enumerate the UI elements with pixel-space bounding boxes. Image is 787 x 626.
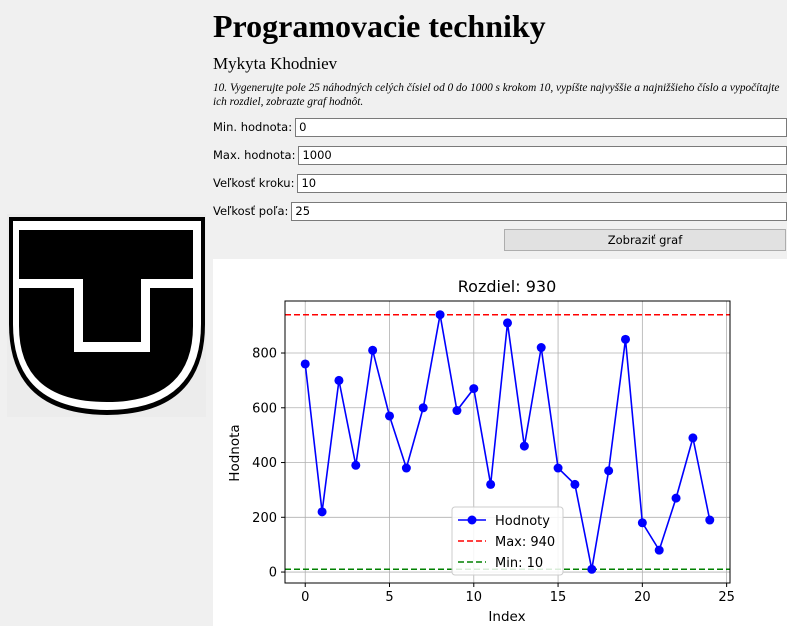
legend-hodnoty-label: Hodnoty (495, 514, 550, 529)
plot-area: Rozdiel: 930 Index Hodnota 0 5 10 15 20 25 0 20… (213, 259, 787, 626)
step-label: Veľkosť kroku: (213, 176, 295, 190)
min-input[interactable] (295, 117, 787, 137)
x-axis-label: Index (488, 609, 525, 625)
data-point (705, 515, 715, 525)
data-point (469, 384, 479, 394)
grid (285, 301, 730, 583)
data-point (452, 406, 462, 416)
legend: Hodnoty Max: 940 Min: 10 (451, 506, 564, 576)
plot-frame (284, 300, 731, 584)
x-tick-label: 0 (301, 590, 309, 605)
data-point (317, 507, 327, 517)
data-point (351, 460, 361, 470)
max-row: Max. hodnota: (213, 144, 787, 166)
data-point (553, 463, 563, 473)
series (300, 310, 715, 574)
data-point (300, 359, 310, 369)
data-point (435, 310, 445, 320)
size-row: Veľkosť poľa: (213, 200, 787, 222)
y-tick-label: 800 (252, 347, 277, 362)
chart-title: Rozdiel: 930 (458, 277, 557, 296)
task-description: 10. Vygenerujte pole 25 náhodných celých… (213, 82, 780, 108)
x-tick-label: 25 (718, 590, 735, 605)
y-axis-label: Hodnota (227, 424, 243, 481)
max-input[interactable] (298, 145, 787, 165)
data-point (503, 318, 512, 328)
reference-lines (285, 313, 730, 571)
x-tick-label: 15 (550, 590, 567, 605)
min-row: Min. hodnota: (213, 116, 787, 138)
data-point (486, 479, 496, 489)
y-tick-label: 600 (252, 401, 277, 416)
data-point (570, 479, 580, 489)
line-chart: Rozdiel: 930 Index Hodnota 0 5 10 15 20 25 0 20… (227, 277, 735, 625)
data-point (418, 403, 428, 413)
legend-box (451, 506, 564, 576)
data-point (637, 518, 647, 528)
data-point (519, 441, 529, 451)
data-point (385, 411, 395, 421)
shield-logo-icon (9, 217, 205, 415)
y-tick-label: 0 (269, 566, 277, 581)
show-graph-button[interactable]: Zobraziť graf (504, 229, 786, 251)
data-point (334, 375, 344, 385)
y-tick-label: 400 (252, 456, 277, 471)
step-row: Veľkosť kroku: (213, 172, 787, 194)
data-point (604, 466, 614, 476)
data-point (671, 493, 681, 503)
data-point (620, 334, 630, 344)
x-tick-label: 10 (466, 590, 483, 605)
university-logo (7, 214, 206, 417)
data-point (401, 463, 411, 473)
data-point (654, 545, 664, 555)
data-point (368, 345, 378, 355)
page-title: Programovacie techniky (213, 8, 546, 44)
legend-max-label: Max: 940 (495, 535, 555, 550)
y-tick-label: 200 (252, 511, 277, 526)
x-tick-label: 5 (385, 590, 393, 605)
data-point (536, 343, 546, 353)
axes: 0 5 10 15 20 25 0 200 400 600 800 (252, 300, 735, 605)
data-point (587, 564, 597, 574)
step-input[interactable] (297, 173, 787, 193)
max-label: Max. hodnota: (213, 148, 296, 162)
legend-hodnoty-marker (467, 515, 477, 525)
author-name: Mykyta Khodniev (213, 54, 338, 73)
size-input[interactable] (291, 201, 787, 221)
data-point (688, 433, 698, 443)
x-tick-label: 20 (634, 590, 651, 605)
size-label: Veľkosť poľa: (213, 204, 289, 218)
legend-min-label: Min: 10 (495, 556, 543, 571)
min-label: Min. hodnota: (213, 120, 293, 134)
